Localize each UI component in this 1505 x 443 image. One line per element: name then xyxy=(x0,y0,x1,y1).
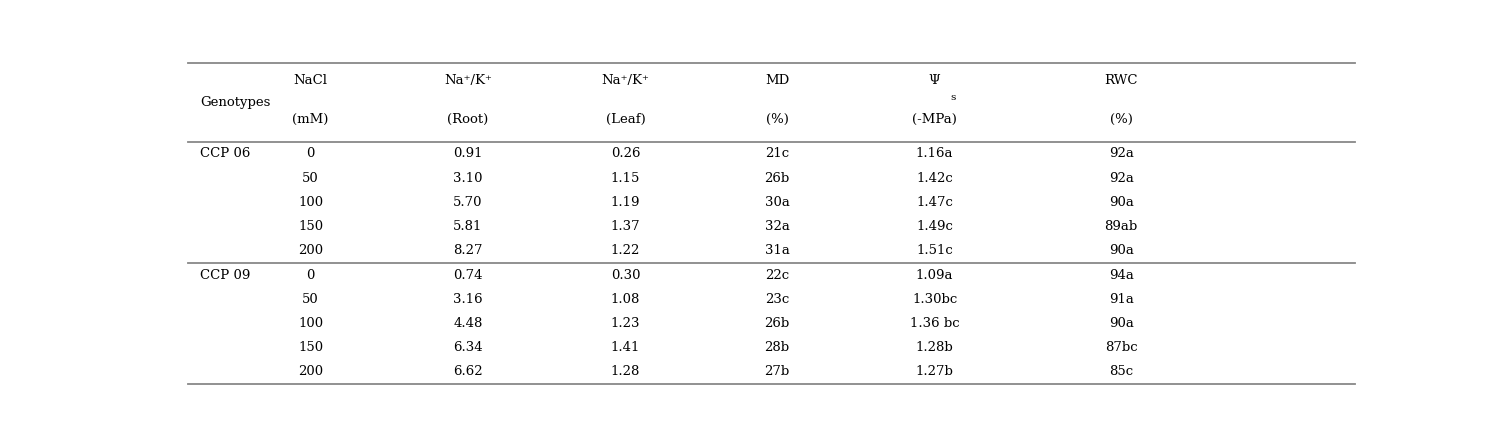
Text: 90a: 90a xyxy=(1109,196,1133,209)
Text: 94a: 94a xyxy=(1109,268,1133,282)
Text: 1.47c: 1.47c xyxy=(917,196,953,209)
Text: 1.23: 1.23 xyxy=(611,317,640,330)
Text: 200: 200 xyxy=(298,245,324,257)
Text: 8.27: 8.27 xyxy=(453,245,483,257)
Text: 4.48: 4.48 xyxy=(453,317,483,330)
Text: 89ab: 89ab xyxy=(1105,220,1138,233)
Text: 1.28: 1.28 xyxy=(611,365,640,378)
Text: 92a: 92a xyxy=(1109,148,1133,160)
Text: 6.62: 6.62 xyxy=(453,365,483,378)
Text: Na⁺/K⁺: Na⁺/K⁺ xyxy=(444,74,492,87)
Text: MD: MD xyxy=(765,74,789,87)
Text: 5.81: 5.81 xyxy=(453,220,483,233)
Text: CCP 06: CCP 06 xyxy=(200,148,250,160)
Text: 0.91: 0.91 xyxy=(453,148,483,160)
Text: (%): (%) xyxy=(766,113,789,126)
Text: 1.22: 1.22 xyxy=(611,245,640,257)
Text: 3.16: 3.16 xyxy=(453,293,483,306)
Text: (Root): (Root) xyxy=(447,113,489,126)
Text: 1.41: 1.41 xyxy=(611,341,640,354)
Text: 1.09a: 1.09a xyxy=(917,268,953,282)
Text: 22c: 22c xyxy=(765,268,789,282)
Text: (-MPa): (-MPa) xyxy=(912,113,957,126)
Text: 100: 100 xyxy=(298,196,324,209)
Text: 1.28b: 1.28b xyxy=(915,341,954,354)
Text: 30a: 30a xyxy=(765,196,790,209)
Text: 90a: 90a xyxy=(1109,245,1133,257)
Text: 1.37: 1.37 xyxy=(611,220,640,233)
Text: Genotypes: Genotypes xyxy=(200,96,271,109)
Text: Ψ: Ψ xyxy=(929,74,941,87)
Text: 50: 50 xyxy=(303,293,319,306)
Text: 26b: 26b xyxy=(765,172,790,185)
Text: 0: 0 xyxy=(307,148,315,160)
Text: 1.15: 1.15 xyxy=(611,172,640,185)
Text: 1.36 bc: 1.36 bc xyxy=(911,317,959,330)
Text: 1.30bc: 1.30bc xyxy=(912,293,957,306)
Text: 0.30: 0.30 xyxy=(611,268,640,282)
Text: 85c: 85c xyxy=(1109,365,1133,378)
Text: 0.74: 0.74 xyxy=(453,268,483,282)
Text: 1.08: 1.08 xyxy=(611,293,640,306)
Text: 1.42c: 1.42c xyxy=(917,172,953,185)
Text: 100: 100 xyxy=(298,317,324,330)
Text: 92a: 92a xyxy=(1109,172,1133,185)
Text: 31a: 31a xyxy=(765,245,790,257)
Text: s: s xyxy=(951,93,956,102)
Text: 1.51c: 1.51c xyxy=(917,245,953,257)
Text: 1.49c: 1.49c xyxy=(917,220,953,233)
Text: (%): (%) xyxy=(1109,113,1133,126)
Text: 0.26: 0.26 xyxy=(611,148,640,160)
Text: 1.19: 1.19 xyxy=(611,196,640,209)
Text: 23c: 23c xyxy=(765,293,789,306)
Text: CCP 09: CCP 09 xyxy=(200,268,250,282)
Text: 150: 150 xyxy=(298,341,324,354)
Text: 5.70: 5.70 xyxy=(453,196,483,209)
Text: 26b: 26b xyxy=(765,317,790,330)
Text: 6.34: 6.34 xyxy=(453,341,483,354)
Text: 27b: 27b xyxy=(765,365,790,378)
Text: (mM): (mM) xyxy=(292,113,328,126)
Text: 3.10: 3.10 xyxy=(453,172,483,185)
Text: 1.27b: 1.27b xyxy=(915,365,954,378)
Text: 150: 150 xyxy=(298,220,324,233)
Text: 90a: 90a xyxy=(1109,317,1133,330)
Text: 200: 200 xyxy=(298,365,324,378)
Text: 1.16a: 1.16a xyxy=(917,148,953,160)
Text: 21c: 21c xyxy=(765,148,789,160)
Text: 28b: 28b xyxy=(765,341,790,354)
Text: 87bc: 87bc xyxy=(1105,341,1138,354)
Text: RWC: RWC xyxy=(1105,74,1138,87)
Text: NaCl: NaCl xyxy=(293,74,328,87)
Text: 0: 0 xyxy=(307,268,315,282)
Text: 32a: 32a xyxy=(765,220,790,233)
Text: 50: 50 xyxy=(303,172,319,185)
Text: 91a: 91a xyxy=(1109,293,1133,306)
Text: Na⁺/K⁺: Na⁺/K⁺ xyxy=(602,74,650,87)
Text: (Leaf): (Leaf) xyxy=(605,113,646,126)
